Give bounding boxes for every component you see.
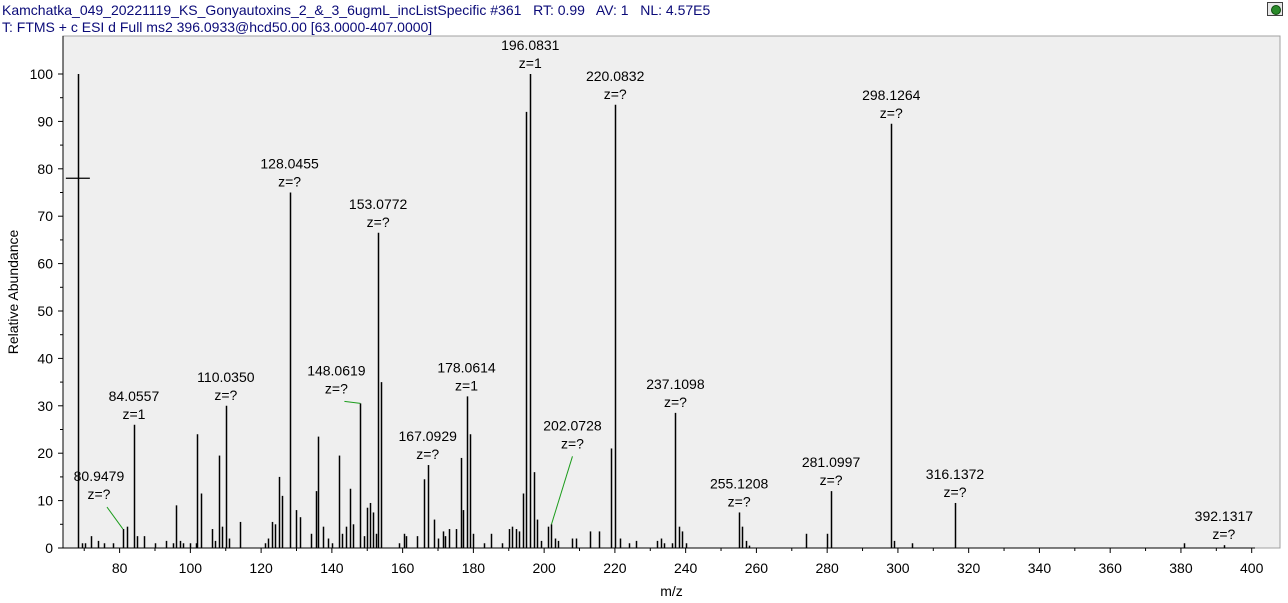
x-tick-label: 240 xyxy=(674,560,698,576)
x-tick-label: 300 xyxy=(886,560,910,576)
x-tick-label: 120 xyxy=(249,560,273,576)
x-tick-label: 260 xyxy=(745,560,769,576)
y-tick-label: 80 xyxy=(37,161,53,177)
peak-charge-label: z=1 xyxy=(519,55,542,71)
x-tick-label: 320 xyxy=(957,560,981,576)
peak-charge-label: z=? xyxy=(87,486,110,502)
peak-mz-label: 84.0557 xyxy=(109,388,160,404)
peak-mz-label: 281.0997 xyxy=(802,454,861,470)
x-axis-title: m/z xyxy=(660,583,683,599)
x-tick-label: 160 xyxy=(391,560,415,576)
peak-charge-label: z=? xyxy=(561,435,584,451)
x-tick-label: 380 xyxy=(1169,560,1193,576)
y-tick-label: 90 xyxy=(37,113,53,129)
peak-mz-label: 237.1098 xyxy=(646,376,705,392)
peak-charge-label: z=? xyxy=(278,174,301,190)
x-tick-label: 220 xyxy=(603,560,627,576)
peak-charge-label: z=? xyxy=(214,387,237,403)
peak-charge-label: z=? xyxy=(604,86,627,102)
peak-mz-label: 220.0832 xyxy=(586,68,645,84)
peak-charge-label: z=? xyxy=(820,472,843,488)
peak-charge-label: z=? xyxy=(944,484,967,500)
peak-charge-label: z=? xyxy=(728,493,751,509)
peak-charge-label: z=1 xyxy=(122,406,145,422)
peak-charge-label: z=? xyxy=(880,105,903,121)
peak-mz-label: 298.1264 xyxy=(862,87,921,103)
x-tick-label: 340 xyxy=(1028,560,1052,576)
scan-header: Kamchatka_049_20221119_KS_Gonyautoxins_2… xyxy=(2,2,711,18)
peak-mz-label: 167.0929 xyxy=(399,428,458,444)
peak-mz-label: 202.0728 xyxy=(543,417,602,433)
scan-filter: T: FTMS + c ESI d Full ms2 396.0933@hcd5… xyxy=(2,19,433,35)
x-tick-label: 180 xyxy=(462,560,486,576)
peak-mz-label: 392.1317 xyxy=(1195,508,1254,524)
peak-mz-label: 196.0831 xyxy=(501,37,560,53)
peak-mz-label: 148.0619 xyxy=(307,362,366,378)
y-tick-label: 0 xyxy=(45,540,53,556)
x-tick-label: 80 xyxy=(112,560,128,576)
x-tick-label: 400 xyxy=(1240,560,1264,576)
peak-charge-label: z=1 xyxy=(455,377,478,393)
peak-mz-label: 316.1372 xyxy=(926,466,985,482)
y-axis-title: Relative Abundance xyxy=(5,230,21,355)
x-tick-label: 200 xyxy=(532,560,556,576)
x-tick-label: 280 xyxy=(815,560,839,576)
x-tick-label: 100 xyxy=(179,560,203,576)
y-tick-label: 10 xyxy=(37,493,53,509)
peak-mz-label: 178.0614 xyxy=(437,359,496,375)
peak-mz-label: 128.0455 xyxy=(260,156,319,172)
peak-charge-label: z=? xyxy=(1212,526,1235,542)
peak-charge-label: z=? xyxy=(416,446,439,462)
y-tick-label: 30 xyxy=(37,398,53,414)
label-leader-line xyxy=(106,506,124,530)
label-leader-line xyxy=(344,400,361,404)
y-tick-label: 40 xyxy=(37,350,53,366)
label-leader-line xyxy=(550,456,573,525)
y-tick-label: 100 xyxy=(30,66,54,82)
y-tick-label: 50 xyxy=(37,303,53,319)
y-tick-label: 20 xyxy=(37,445,53,461)
peak-mz-label: 255.1208 xyxy=(710,475,769,491)
x-tick-label: 140 xyxy=(320,560,344,576)
y-tick-label: 60 xyxy=(37,256,53,272)
peak-mz-label: 80.9479 xyxy=(74,468,125,484)
plot-area xyxy=(62,35,1281,549)
peak-charge-label: z=? xyxy=(664,394,687,410)
y-tick-label: 70 xyxy=(37,208,53,224)
sync-icon[interactable] xyxy=(1267,2,1283,16)
x-tick-label: 360 xyxy=(1099,560,1123,576)
peak-mz-label: 110.0350 xyxy=(197,369,255,385)
peak-mz-label: 153.0772 xyxy=(349,196,408,212)
peak-charge-label: z=? xyxy=(367,214,390,230)
peak-charge-label: z=? xyxy=(325,380,348,396)
